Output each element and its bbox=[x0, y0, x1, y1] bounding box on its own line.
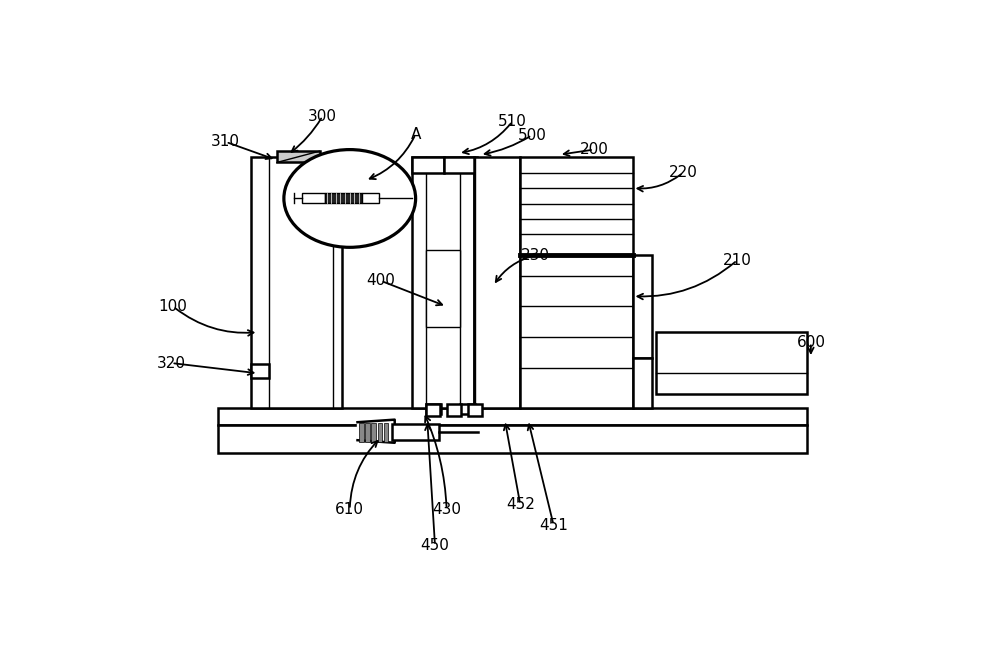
Bar bbox=[426, 404, 441, 414]
Text: 451: 451 bbox=[539, 518, 568, 532]
Text: 610: 610 bbox=[335, 502, 364, 517]
Bar bbox=[633, 255, 652, 358]
Bar bbox=[656, 332, 807, 394]
Bar bbox=[251, 364, 269, 379]
Bar bbox=[520, 157, 633, 255]
Text: 320: 320 bbox=[157, 355, 186, 371]
Text: 220: 220 bbox=[669, 165, 697, 180]
Bar bbox=[426, 404, 440, 415]
Text: 230: 230 bbox=[521, 248, 550, 263]
Text: 452: 452 bbox=[506, 497, 535, 512]
Polygon shape bbox=[358, 420, 395, 443]
Bar bbox=[384, 424, 388, 442]
Bar bbox=[447, 404, 461, 415]
Bar bbox=[474, 157, 520, 408]
Bar bbox=[633, 358, 652, 408]
Text: 600: 600 bbox=[796, 335, 825, 350]
Text: 310: 310 bbox=[211, 134, 240, 150]
Bar bbox=[412, 157, 444, 173]
Bar bbox=[218, 425, 807, 453]
Text: 500: 500 bbox=[517, 128, 546, 143]
Bar bbox=[359, 424, 364, 442]
Bar bbox=[251, 157, 342, 408]
Bar bbox=[362, 193, 379, 202]
Bar bbox=[392, 424, 439, 440]
Text: 210: 210 bbox=[723, 253, 752, 268]
Bar bbox=[371, 424, 376, 442]
Bar bbox=[426, 250, 460, 327]
Bar bbox=[218, 408, 807, 425]
Text: 450: 450 bbox=[421, 538, 449, 553]
Text: 400: 400 bbox=[366, 273, 395, 289]
Bar bbox=[302, 193, 325, 202]
Bar bbox=[444, 157, 477, 173]
Text: 200: 200 bbox=[579, 142, 608, 157]
Bar bbox=[378, 424, 382, 442]
Text: 100: 100 bbox=[159, 299, 187, 314]
Bar bbox=[520, 255, 633, 408]
Bar bbox=[460, 404, 475, 414]
Text: 510: 510 bbox=[498, 114, 527, 129]
Bar bbox=[365, 424, 370, 442]
Text: 430: 430 bbox=[432, 502, 461, 517]
Text: A: A bbox=[410, 127, 421, 142]
Bar bbox=[412, 157, 474, 408]
Bar bbox=[468, 404, 482, 415]
Bar bbox=[325, 193, 362, 202]
Text: 300: 300 bbox=[308, 109, 337, 124]
Bar bbox=[277, 151, 320, 162]
Ellipse shape bbox=[284, 150, 416, 247]
